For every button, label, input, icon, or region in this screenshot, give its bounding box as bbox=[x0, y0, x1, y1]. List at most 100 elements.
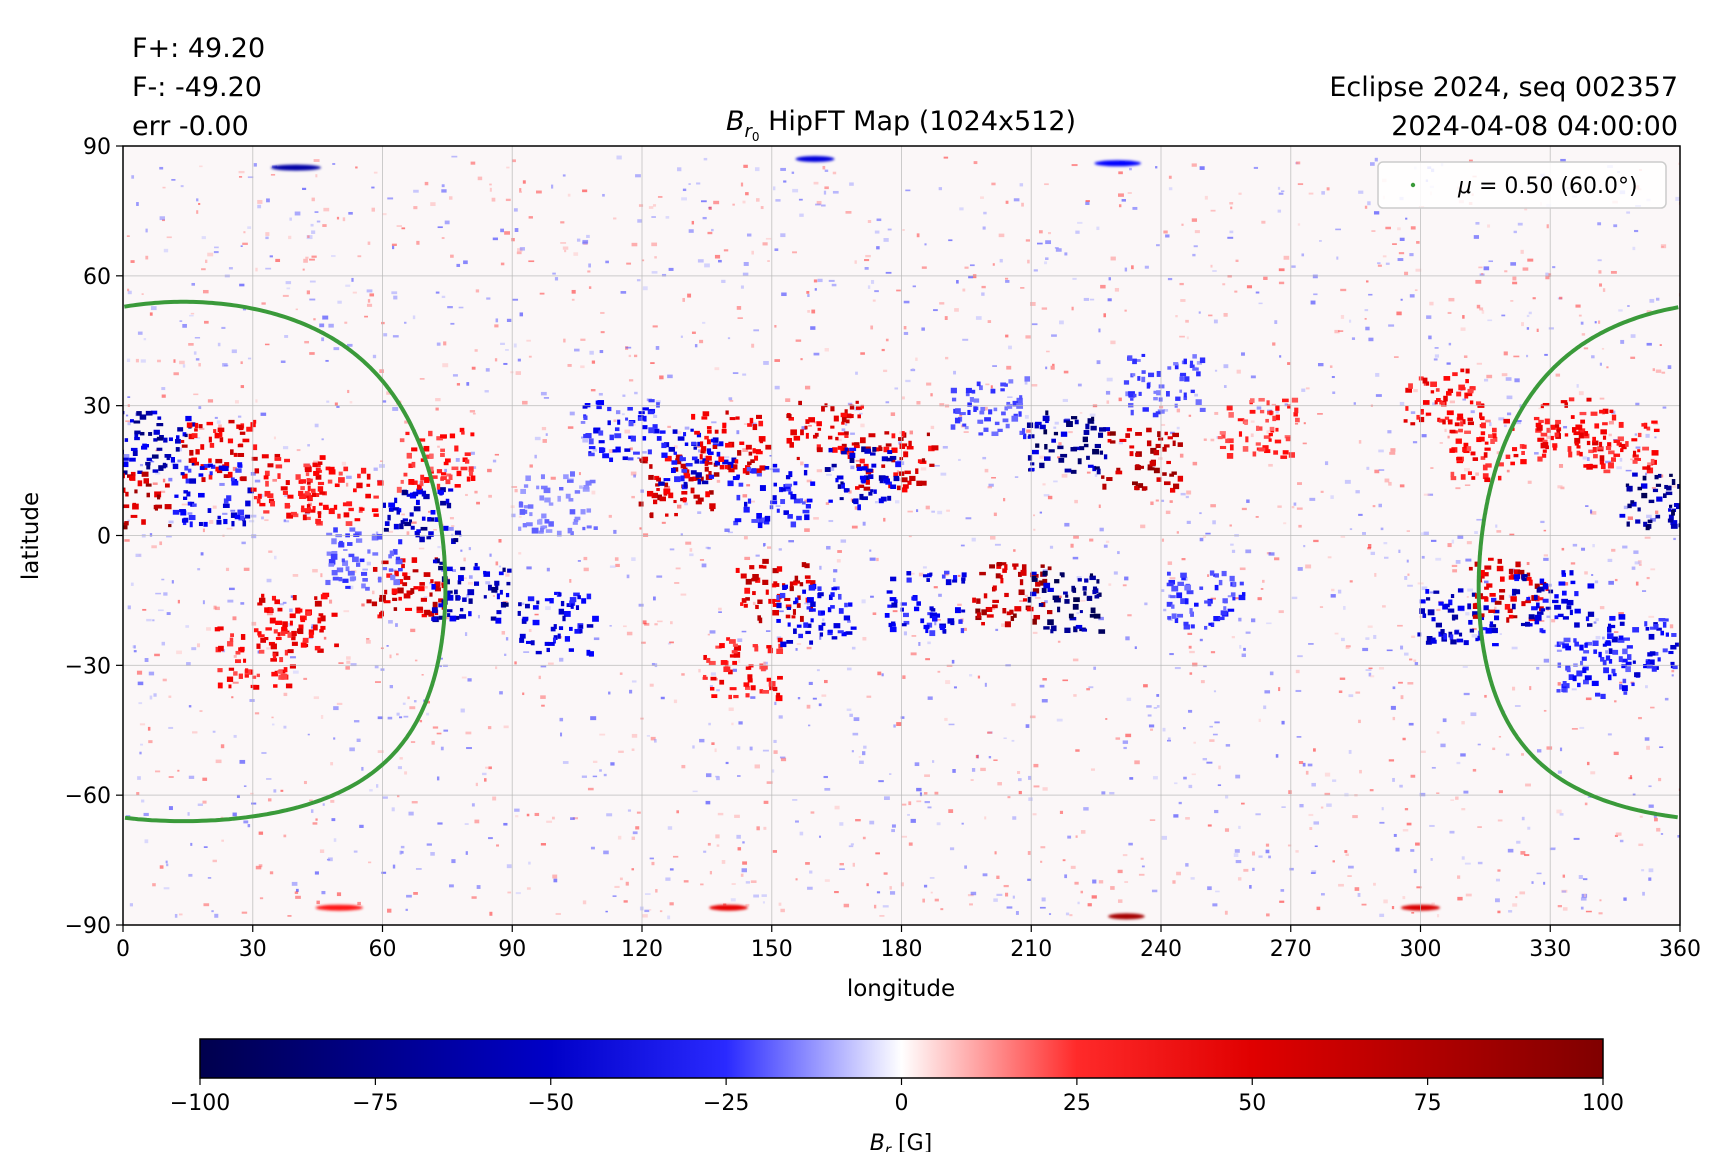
speckle bbox=[981, 292, 985, 296]
speckle bbox=[239, 283, 245, 287]
region-pixel bbox=[1467, 388, 1474, 394]
region-pixel bbox=[1583, 679, 1589, 685]
speckle bbox=[1020, 287, 1025, 289]
speckle bbox=[670, 621, 673, 625]
region-pixel bbox=[438, 615, 446, 620]
region-pixel bbox=[1677, 483, 1680, 489]
region-pixel bbox=[1138, 483, 1144, 488]
region-pixel bbox=[253, 496, 258, 500]
region-pixel bbox=[780, 487, 786, 492]
region-pixel bbox=[755, 450, 763, 455]
region-pixel bbox=[1600, 429, 1607, 435]
speckle bbox=[1397, 624, 1403, 627]
speckle bbox=[1311, 782, 1316, 787]
region-pixel bbox=[783, 510, 789, 515]
region-pixel bbox=[1019, 579, 1024, 586]
region-pixel bbox=[280, 673, 288, 680]
region-pixel bbox=[577, 595, 581, 600]
region-pixel bbox=[745, 470, 750, 475]
speckle bbox=[1543, 881, 1546, 885]
region-pixel bbox=[745, 444, 752, 450]
speckle bbox=[485, 368, 490, 372]
speckle bbox=[1311, 870, 1317, 874]
region-pixel bbox=[856, 466, 863, 471]
region-pixel bbox=[986, 614, 994, 618]
speckle bbox=[631, 836, 636, 840]
speckle bbox=[946, 509, 950, 512]
region-pixel bbox=[805, 419, 810, 424]
speckle bbox=[998, 233, 1005, 238]
region-pixel bbox=[194, 422, 199, 429]
region-pixel bbox=[116, 465, 122, 469]
speckle bbox=[168, 520, 174, 524]
speckle bbox=[908, 535, 912, 538]
region-pixel bbox=[1141, 370, 1146, 374]
speckle bbox=[1431, 902, 1435, 905]
speckle bbox=[762, 543, 766, 547]
speckle bbox=[292, 670, 299, 674]
region-pixel bbox=[797, 595, 801, 600]
speckle bbox=[825, 502, 830, 505]
speckle bbox=[862, 836, 866, 840]
region-pixel bbox=[887, 450, 893, 455]
region-pixel bbox=[429, 453, 434, 459]
speckle bbox=[413, 189, 419, 193]
region-pixel bbox=[805, 579, 811, 584]
speckle bbox=[653, 414, 658, 418]
region-pixel bbox=[764, 466, 770, 470]
region-pixel bbox=[191, 433, 198, 439]
region-pixel bbox=[780, 641, 787, 648]
speckle bbox=[1580, 897, 1587, 901]
speckle bbox=[1392, 243, 1397, 245]
speckle bbox=[1543, 658, 1550, 663]
speckle bbox=[1446, 362, 1451, 365]
region-pixel bbox=[408, 519, 412, 523]
speckle bbox=[447, 306, 453, 309]
speckle bbox=[492, 237, 498, 241]
region-pixel bbox=[733, 520, 739, 526]
speckle bbox=[1134, 646, 1137, 650]
region-pixel bbox=[320, 615, 326, 622]
speckle bbox=[468, 575, 473, 579]
speckle bbox=[1239, 567, 1246, 571]
speckle bbox=[1398, 681, 1403, 684]
region-pixel bbox=[124, 438, 129, 442]
speckle bbox=[162, 186, 166, 189]
speckle bbox=[403, 715, 409, 718]
region-pixel bbox=[1563, 637, 1571, 643]
speckle bbox=[602, 193, 605, 197]
region-pixel bbox=[1561, 688, 1566, 693]
speckle bbox=[1486, 374, 1493, 379]
region-pixel bbox=[267, 493, 274, 499]
speckle bbox=[1071, 306, 1074, 311]
speckle bbox=[519, 188, 522, 192]
region-pixel bbox=[858, 484, 864, 488]
region-pixel bbox=[1239, 581, 1244, 586]
speckle bbox=[822, 165, 826, 170]
speckle bbox=[1280, 190, 1285, 192]
speckle bbox=[823, 190, 827, 195]
region-pixel bbox=[217, 427, 225, 433]
region-pixel bbox=[785, 475, 791, 480]
region-pixel bbox=[805, 432, 809, 439]
region-pixel bbox=[315, 467, 321, 473]
speckle bbox=[1165, 234, 1170, 238]
speckle bbox=[738, 659, 741, 663]
speckle bbox=[349, 401, 353, 404]
speckle bbox=[699, 339, 704, 344]
region-pixel bbox=[674, 476, 681, 483]
region-pixel bbox=[1687, 501, 1692, 507]
region-pixel bbox=[421, 613, 427, 618]
speckle bbox=[975, 754, 979, 759]
speckle bbox=[382, 796, 388, 799]
region-pixel bbox=[1018, 589, 1025, 596]
speckle bbox=[1614, 834, 1618, 837]
region-pixel bbox=[234, 514, 241, 520]
speckle bbox=[243, 231, 246, 234]
speckle bbox=[1231, 636, 1235, 639]
speckle bbox=[345, 666, 350, 670]
speckle bbox=[1470, 410, 1475, 414]
region-pixel bbox=[932, 615, 938, 622]
speckle bbox=[924, 774, 930, 777]
region-pixel bbox=[223, 518, 228, 525]
